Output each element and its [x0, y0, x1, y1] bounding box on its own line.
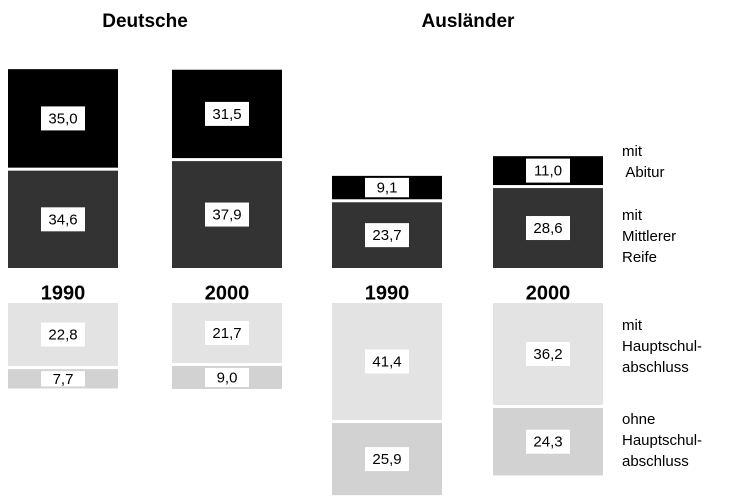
- year-label: 2000: [526, 282, 571, 304]
- value-label-box: [205, 101, 249, 126]
- value-label: 24,3: [533, 434, 562, 451]
- value-label: 31,5: [212, 106, 241, 123]
- value-label-box: [41, 106, 85, 131]
- legend-line: mit: [622, 143, 643, 160]
- value-label: 23,7: [372, 227, 401, 244]
- value-label: 37,9: [212, 207, 241, 224]
- legend-label: mit Mittlerer Reife: [622, 207, 676, 266]
- year-label: 2000: [205, 282, 250, 304]
- value-label-box: [41, 371, 85, 387]
- legend-line: Reife: [622, 249, 657, 266]
- value-label-box: [205, 320, 249, 345]
- value-label: 11,0: [534, 163, 562, 180]
- legend-line: mit: [622, 207, 643, 224]
- year-label: 1990: [365, 282, 410, 304]
- group-title: Ausländer: [422, 11, 516, 32]
- value-label-box: [205, 202, 249, 227]
- value-label-box: [526, 341, 570, 366]
- group-title: Deutsche: [102, 11, 188, 32]
- value-label: 9,0: [217, 369, 238, 386]
- value-label-box: [526, 429, 570, 454]
- legend-line: Hauptschul-: [622, 338, 702, 355]
- legend-line: Mittlerer: [622, 228, 676, 245]
- value-label: 22,8: [48, 327, 77, 344]
- value-label-box: [526, 216, 570, 241]
- legend-line: ohne: [622, 411, 655, 428]
- value-label-box: [365, 223, 409, 248]
- value-label: 28,6: [533, 220, 562, 237]
- value-label-box: [205, 367, 249, 388]
- value-label: 41,4: [372, 353, 401, 370]
- legend-line: Abitur: [622, 164, 665, 181]
- legend-line: mit: [622, 317, 643, 334]
- value-label-box: [526, 158, 570, 183]
- value-label-box: [365, 177, 409, 198]
- value-label: 21,7: [212, 325, 241, 342]
- legend-line: Hauptschul-: [622, 432, 702, 449]
- value-label: 36,2: [533, 346, 562, 363]
- legend-line: abschluss: [622, 453, 689, 470]
- value-label-box: [365, 349, 409, 374]
- value-label-box: [41, 207, 85, 232]
- year-label: 1990: [41, 282, 86, 304]
- legend-line: abschluss: [622, 359, 689, 376]
- value-label: 35,0: [48, 110, 77, 127]
- value-label-box: [41, 322, 85, 347]
- value-label-box: [365, 447, 409, 472]
- value-label: 9,1: [377, 180, 398, 197]
- value-label: 25,9: [372, 451, 401, 468]
- legend-label: mit Abitur: [622, 143, 665, 181]
- legend-label: ohne Hauptschul-abschluss: [622, 411, 702, 470]
- legend-label: mit Hauptschul-abschluss: [622, 317, 702, 376]
- value-label: 34,6: [48, 211, 77, 228]
- value-label: 7,7: [53, 371, 74, 388]
